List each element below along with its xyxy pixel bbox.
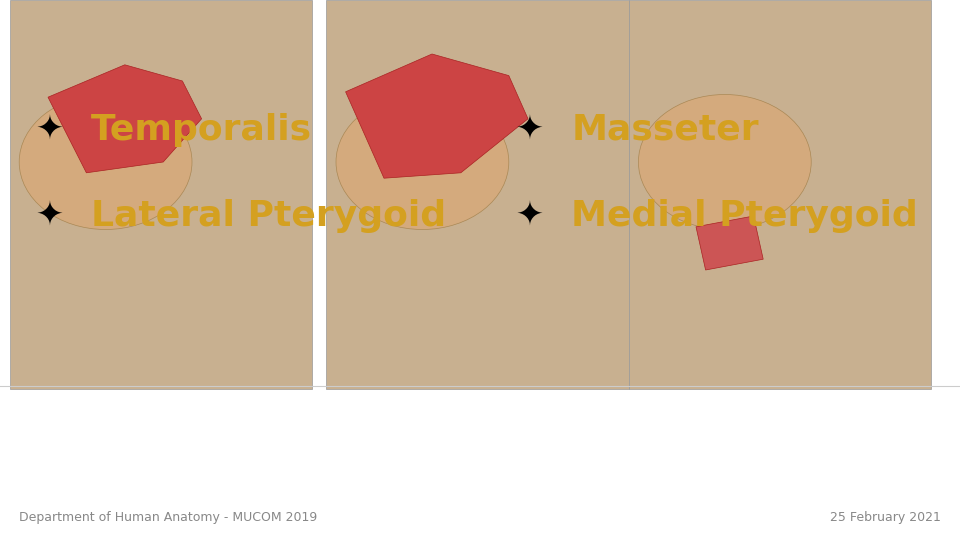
Text: Masseter: Masseter (571, 113, 758, 146)
Bar (629, 0, 931, 389)
Ellipse shape (19, 94, 192, 230)
Text: Temporalis: Temporalis (91, 113, 312, 146)
Text: Department of Human Anatomy - MUCOM 2019: Department of Human Anatomy - MUCOM 2019 (19, 511, 318, 524)
Text: ✦: ✦ (36, 113, 64, 146)
Text: ✦: ✦ (36, 199, 64, 233)
Polygon shape (696, 216, 763, 270)
Ellipse shape (336, 94, 509, 230)
Text: ✦: ✦ (516, 113, 544, 146)
Text: Lateral Pterygoid: Lateral Pterygoid (91, 199, 446, 233)
Text: ✦: ✦ (516, 199, 544, 233)
Ellipse shape (638, 94, 811, 230)
Polygon shape (346, 54, 528, 178)
Bar (10, 0, 312, 389)
Text: 25 February 2021: 25 February 2021 (830, 511, 941, 524)
Text: Medial Pterygoid: Medial Pterygoid (571, 199, 918, 233)
Polygon shape (48, 65, 202, 173)
Bar (326, 0, 629, 389)
